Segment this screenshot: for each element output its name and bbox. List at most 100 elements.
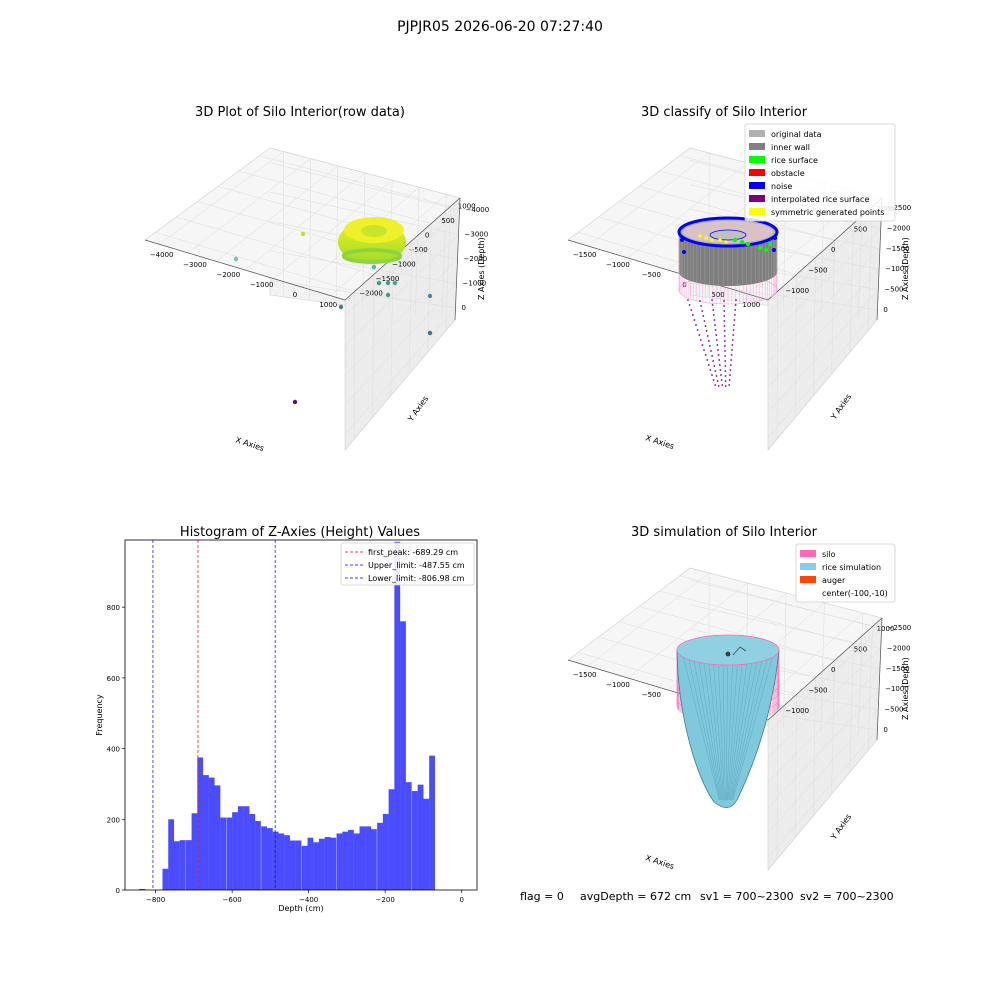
interpolated-rice-point xyxy=(714,324,716,326)
interpolated-rice-point xyxy=(724,345,726,347)
panel4-legend-label: auger xyxy=(822,576,846,585)
panel2-legend-label: noise xyxy=(771,182,792,191)
interpolated-rice-point xyxy=(721,384,724,386)
interpolated-rice-point xyxy=(719,369,722,371)
panel-raw-data-3d: 3D Plot of Silo Interior(row data) −4000… xyxy=(144,105,490,453)
interpolated-rice-point xyxy=(710,350,712,352)
status-footer: flag = 0 avgDepth = 672 cm sv1 = 700~230… xyxy=(520,890,894,903)
histogram-bar xyxy=(359,826,366,890)
raw-data-point xyxy=(300,231,306,237)
interpolated-rice-point xyxy=(730,359,733,361)
panel2-legend-label: inner wall xyxy=(771,143,810,152)
histogram-ytick-label: 0 xyxy=(116,887,120,895)
histogram-legend: first_peak: -689.29 cm Upper_limit: -487.… xyxy=(340,542,475,586)
histogram-bar xyxy=(324,836,331,890)
figure-suptitle: PJPJR05 2026-06-20 07:27:40 xyxy=(397,19,603,35)
histogram-bar xyxy=(348,829,354,890)
interpolated-rice-point xyxy=(699,339,702,341)
panel1-xtick: −1000 xyxy=(250,281,274,289)
panel2-ytick: 0 xyxy=(831,246,835,254)
footer-flag: flag = 0 xyxy=(520,890,564,903)
rice-mesh-line xyxy=(730,651,759,801)
panel1-ztick: −4000 xyxy=(466,206,490,214)
noise-point xyxy=(682,250,686,254)
panel1-ytick: −500 xyxy=(409,246,428,254)
histogram-bar xyxy=(249,813,256,890)
panel1-xtick: 0 xyxy=(293,291,297,299)
interpolated-rice-point xyxy=(711,299,713,301)
rice-mesh-line xyxy=(731,651,764,801)
interpolated-rice-point xyxy=(729,364,732,366)
panel1-xtick: −2000 xyxy=(216,271,240,279)
noise-point xyxy=(680,238,684,242)
panel2-legend-swatch xyxy=(749,208,765,215)
symmetric-generated-point xyxy=(704,236,708,240)
panel4-ztick: 0 xyxy=(883,726,887,734)
panel1-xtick: −4000 xyxy=(150,251,174,259)
raw-data-point xyxy=(361,248,366,253)
panel2-grid-x xyxy=(813,257,816,396)
histogram-bar xyxy=(197,757,204,890)
interpolated-rice-point xyxy=(731,339,734,341)
interpolated-rice-point xyxy=(712,309,715,311)
interpolated-rice-point xyxy=(728,379,731,381)
interpolated-rice-point xyxy=(724,380,727,382)
panel4-ylabel: Y Axies xyxy=(829,812,854,842)
interpolated-rice-point xyxy=(716,344,719,346)
panel2-legend-frame xyxy=(744,123,896,222)
panel1-grid-y xyxy=(273,179,393,279)
interpolated-rice-point xyxy=(711,374,713,376)
histogram-bar xyxy=(168,819,175,890)
interpolated-rice-point xyxy=(717,349,719,351)
panel4-grid-x xyxy=(813,677,816,816)
interpolated-rice-point xyxy=(735,299,737,301)
interpolated-rice-point xyxy=(691,314,694,316)
histogram-bar xyxy=(295,840,302,890)
raw-data-point xyxy=(338,304,344,310)
histogram-bar xyxy=(214,785,221,890)
panel-simulation-3d: 3D simulation of Silo Interior −1500 −100… xyxy=(567,525,911,871)
histogram-bar xyxy=(272,831,279,890)
panel1-grid-y xyxy=(244,172,366,271)
rice-mesh-line xyxy=(728,651,744,801)
histogram-xtick-label: −600 xyxy=(223,896,242,904)
panel2-grid-x xyxy=(867,206,873,331)
interpolated-rice-point xyxy=(723,315,726,317)
interpolated-rice-point xyxy=(723,310,726,312)
histogram-bar xyxy=(365,826,372,890)
panel4-legend-label: rice simulation xyxy=(822,563,881,572)
raw-data-point xyxy=(370,248,374,252)
rice-surface-point xyxy=(767,241,773,247)
rice-mesh-line xyxy=(697,651,722,801)
interpolated-rice-point xyxy=(704,354,707,356)
histogram-ytick-label: 200 xyxy=(107,816,120,824)
panel2-legend-swatch xyxy=(749,130,765,137)
rice-surface-point xyxy=(757,245,763,251)
panel1-grid-y xyxy=(187,158,311,254)
rice-mesh-line xyxy=(722,651,726,801)
panel1-ztick: −1000 xyxy=(463,279,487,287)
histogram-bar xyxy=(394,541,401,890)
histogram-bar xyxy=(371,829,377,890)
panel1-xtick: −3000 xyxy=(183,261,207,269)
interpolated-rice-point xyxy=(723,340,726,342)
interpolated-rice-point xyxy=(723,305,725,307)
panel1-ylabel: Y Axies xyxy=(406,394,431,424)
panel4-z-axis-line xyxy=(876,617,883,741)
noise-point xyxy=(773,236,777,240)
interpolated-rice-point xyxy=(723,330,726,332)
interpolated-rice-point xyxy=(723,325,726,327)
raw-data-point xyxy=(376,280,382,286)
rice-surface-point xyxy=(739,239,745,245)
panel4-legend-swatch xyxy=(800,576,816,583)
histogram-bar xyxy=(139,888,145,890)
footer-sv1: sv1 = 700~2300 xyxy=(700,890,794,903)
interpolated-rice-point xyxy=(717,354,720,356)
panel2-ztick: −1000 xyxy=(885,265,909,273)
raw-data-point xyxy=(378,259,383,264)
interpolated-rice-point xyxy=(729,374,731,376)
interpolated-rice-point xyxy=(695,324,697,326)
rice-mesh-line xyxy=(707,651,724,801)
interpolated-rice-point xyxy=(709,345,711,347)
